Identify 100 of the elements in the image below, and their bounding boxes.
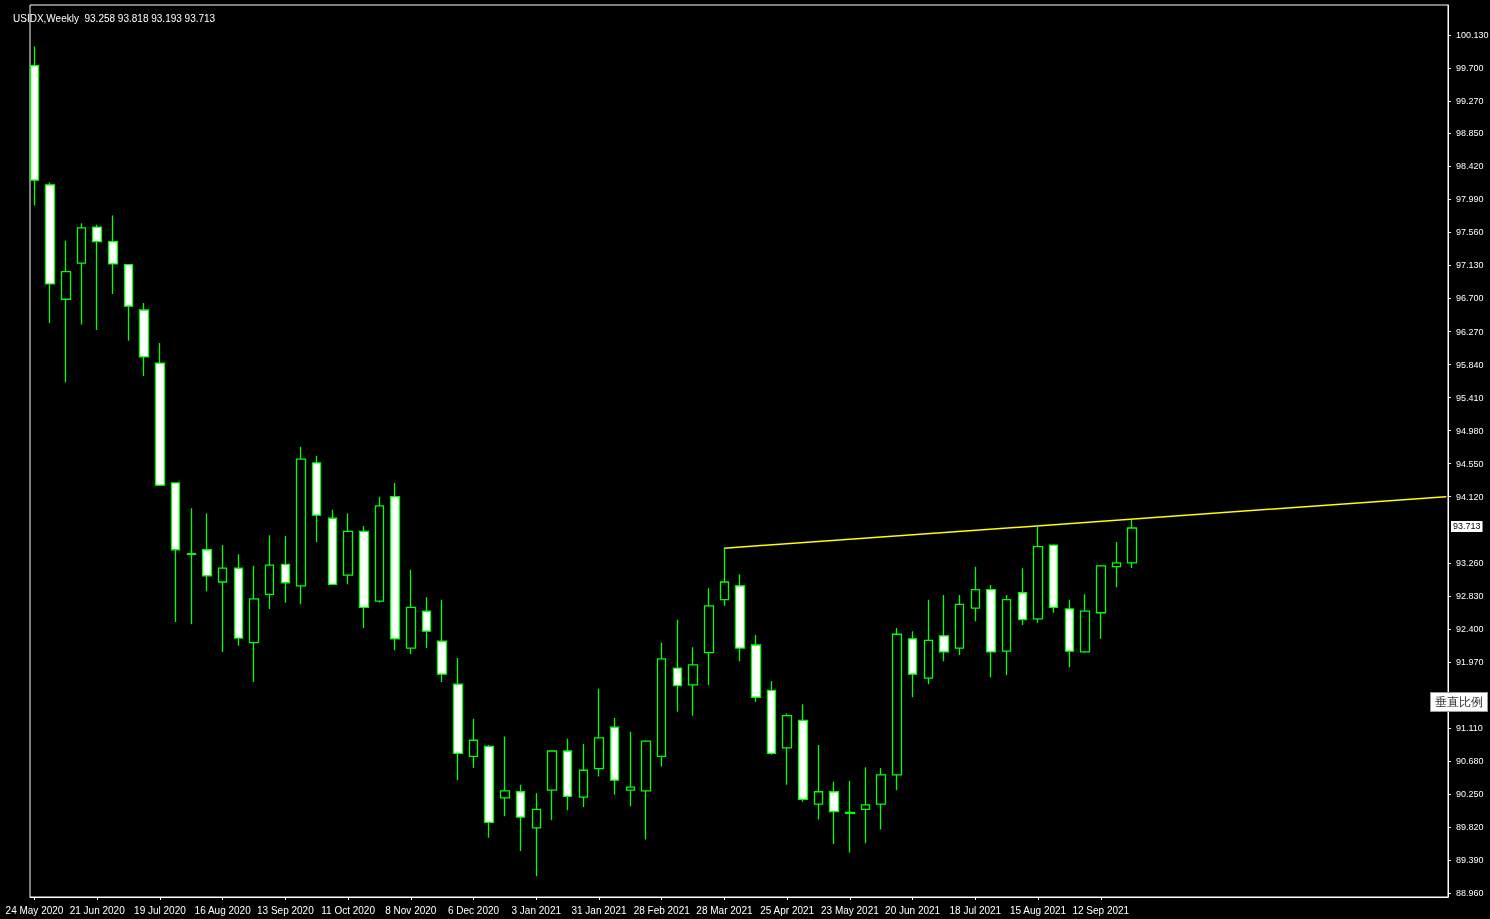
y-tick-label: 97.990 xyxy=(1456,194,1484,205)
candlestick xyxy=(421,596,432,649)
candlestick xyxy=(797,703,809,803)
x-tick-label: 16 Aug 2020 xyxy=(194,904,252,916)
candlestick xyxy=(405,569,417,655)
candlestick xyxy=(233,553,244,647)
candlestick xyxy=(750,634,762,703)
y-tick-label: 96.270 xyxy=(1456,326,1484,337)
y-tick-label: 92.830 xyxy=(1456,590,1484,601)
candlestick xyxy=(186,507,197,625)
candlestick xyxy=(342,512,354,585)
candlestick xyxy=(264,534,275,610)
candlestick xyxy=(1079,593,1091,654)
x-tick-label: 24 May 2020 xyxy=(5,904,64,916)
candlestick xyxy=(734,573,746,662)
candlestick xyxy=(374,496,385,604)
candlestick xyxy=(295,446,307,605)
x-tick-label: 13 Sep 2020 xyxy=(257,904,315,916)
candlestick xyxy=(91,224,103,331)
candlestick xyxy=(656,642,667,768)
y-tick-label: 95.410 xyxy=(1456,392,1484,403)
text: 93.713 xyxy=(1453,521,1481,532)
candlestick xyxy=(468,718,479,769)
candlestick xyxy=(954,594,965,656)
candlestick xyxy=(860,766,871,844)
x-tick-label: 25 Apr 2021 xyxy=(760,904,815,916)
candlestick xyxy=(1095,564,1107,640)
x-tick-label: 20 Jun 2021 xyxy=(885,904,941,916)
x-tick-label: 31 Jan 2021 xyxy=(571,904,627,916)
y-tick-label: 90.250 xyxy=(1456,789,1484,800)
candlestick xyxy=(672,618,683,713)
candlestick xyxy=(138,302,150,377)
candlestick xyxy=(828,781,840,845)
candlestick xyxy=(154,342,166,487)
y-tick-label: 95.840 xyxy=(1456,359,1484,370)
x-tick-label: 19 Jul 2020 xyxy=(134,904,187,916)
y-tick-label: 89.820 xyxy=(1456,822,1484,833)
candlestick xyxy=(562,738,573,811)
x-tick-label: 28 Feb 2021 xyxy=(633,904,691,916)
y-tick-label: 88.960 xyxy=(1456,888,1484,899)
y-tick-label: 93.260 xyxy=(1456,557,1484,568)
candlestick xyxy=(531,792,542,877)
candlestick xyxy=(593,688,605,778)
candlestick xyxy=(1017,567,1028,626)
candlestick xyxy=(280,535,291,604)
x-tick-label: 21 Jun 2020 xyxy=(69,904,126,916)
candlestick xyxy=(389,482,401,652)
y-tick-label: 92.400 xyxy=(1456,623,1484,634)
candlestick xyxy=(719,547,730,607)
candlestick xyxy=(1064,599,1075,668)
candlestick xyxy=(625,731,636,807)
candlestick xyxy=(170,482,181,623)
candlestick xyxy=(938,594,950,662)
candlestick xyxy=(546,749,558,821)
text: USIDX,Weekly 93.258 93.818 93.193 93.713 xyxy=(13,12,216,24)
candlestick xyxy=(107,214,119,295)
y-tick-label: 98.850 xyxy=(1456,128,1484,139)
x-tick-label: 8 Nov 2020 xyxy=(385,904,437,916)
y-tick-label: 94.120 xyxy=(1456,491,1484,502)
y-tick-label: 91.110 xyxy=(1456,722,1483,733)
candlestick xyxy=(311,455,322,543)
y-tick-label: 100.130 xyxy=(1456,29,1489,40)
y-tick-label: 91.970 xyxy=(1456,656,1484,667)
x-tick-label: 28 Mar 2021 xyxy=(696,904,753,916)
candlestick xyxy=(1001,594,1012,676)
x-tick-label: 3 Jan 2021 xyxy=(511,904,562,916)
candlestick xyxy=(985,584,997,678)
annotation: 垂直比例 xyxy=(1435,695,1483,709)
y-tick-label: 90.680 xyxy=(1456,756,1484,767)
candlestick xyxy=(609,717,620,796)
candlestick xyxy=(60,240,72,383)
candlestick xyxy=(1032,526,1044,624)
candlestick xyxy=(578,743,589,808)
x-tick-label: 12 Sep 2021 xyxy=(1072,904,1130,916)
candlestick xyxy=(515,784,526,852)
candlestick xyxy=(640,739,652,841)
candlestick xyxy=(499,735,511,817)
candlestick xyxy=(327,509,338,586)
x-tick-label: 11 Oct 2020 xyxy=(321,904,376,916)
candlestick xyxy=(875,767,887,831)
candlestick xyxy=(766,680,777,756)
candlestick xyxy=(1048,543,1059,614)
candlestick xyxy=(907,630,918,698)
x-tick-label: 23 May 2021 xyxy=(820,904,880,916)
candlestick xyxy=(201,512,213,592)
candlestick xyxy=(358,525,370,629)
candlestick xyxy=(76,222,87,326)
candlestick xyxy=(123,263,134,342)
candlestick xyxy=(703,587,715,686)
candlestick xyxy=(781,712,793,786)
y-tick-label: 97.130 xyxy=(1456,260,1484,271)
x-tick-label: 6 Dec 2020 xyxy=(447,904,500,916)
y-tick-label: 94.980 xyxy=(1456,425,1484,436)
y-tick-label: 98.420 xyxy=(1456,161,1484,172)
candlestick xyxy=(483,744,495,839)
y-tick-label: 94.550 xyxy=(1456,458,1484,469)
candlestick xyxy=(1111,541,1122,589)
candlestick xyxy=(436,599,448,683)
candlestick xyxy=(923,599,934,685)
candlestick xyxy=(891,627,903,791)
